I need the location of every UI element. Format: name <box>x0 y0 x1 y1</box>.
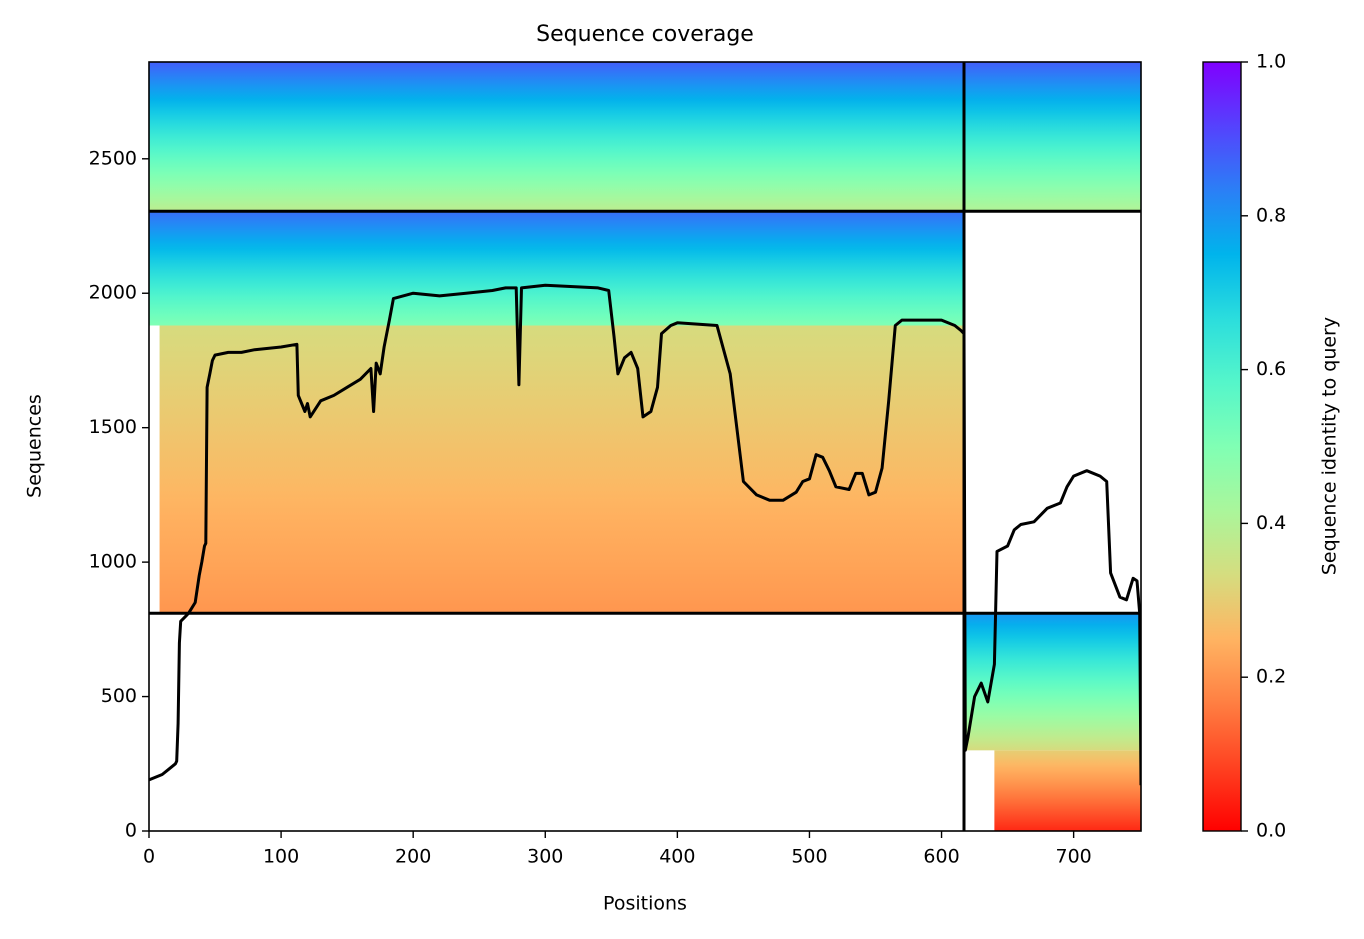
x-tick-label: 600 <box>923 846 959 868</box>
y-tick-label: 0 <box>125 820 137 842</box>
coverage-block <box>963 613 1141 751</box>
x-tick-label: 200 <box>395 846 431 868</box>
x-tick-label: 100 <box>263 846 299 868</box>
y-tick-label: 1500 <box>89 416 137 438</box>
x-tick-label: 400 <box>659 846 695 868</box>
y-tick-label: 1000 <box>89 551 137 573</box>
y-tick-label: 2000 <box>89 282 137 304</box>
colorbar-tick-label: 0.2 <box>1256 666 1286 688</box>
colorbar-tick-label: 0.6 <box>1256 358 1286 380</box>
x-tick-label: 700 <box>1056 846 1092 868</box>
coverage-block <box>159 325 964 614</box>
x-tick-label: 500 <box>791 846 827 868</box>
coverage-block <box>994 750 1141 831</box>
chart-title: Sequence coverage <box>536 22 754 47</box>
colorbar-tick-label: 0.0 <box>1256 820 1286 842</box>
x-tick-label: 0 <box>143 846 155 868</box>
plot-frame <box>148 61 1142 832</box>
coverage-block <box>149 211 964 326</box>
y-axis-label: Sequences <box>24 394 46 498</box>
colorbar <box>1202 61 1242 832</box>
coverage-block <box>149 62 964 212</box>
coverage-line <box>149 283 1141 786</box>
y-tick-label: 500 <box>101 685 137 707</box>
x-tick-label: 300 <box>527 846 563 868</box>
colorbar-label: Sequence identity to query <box>1319 317 1341 575</box>
y-tick-label: 2500 <box>89 147 137 169</box>
colorbar-tick-label: 0.8 <box>1256 204 1286 226</box>
colorbar-tick-label: 0.4 <box>1256 512 1286 534</box>
colorbar-tick-label: 1.0 <box>1256 51 1286 73</box>
coverage-block <box>963 62 1141 212</box>
x-axis-label: Positions <box>603 893 687 915</box>
